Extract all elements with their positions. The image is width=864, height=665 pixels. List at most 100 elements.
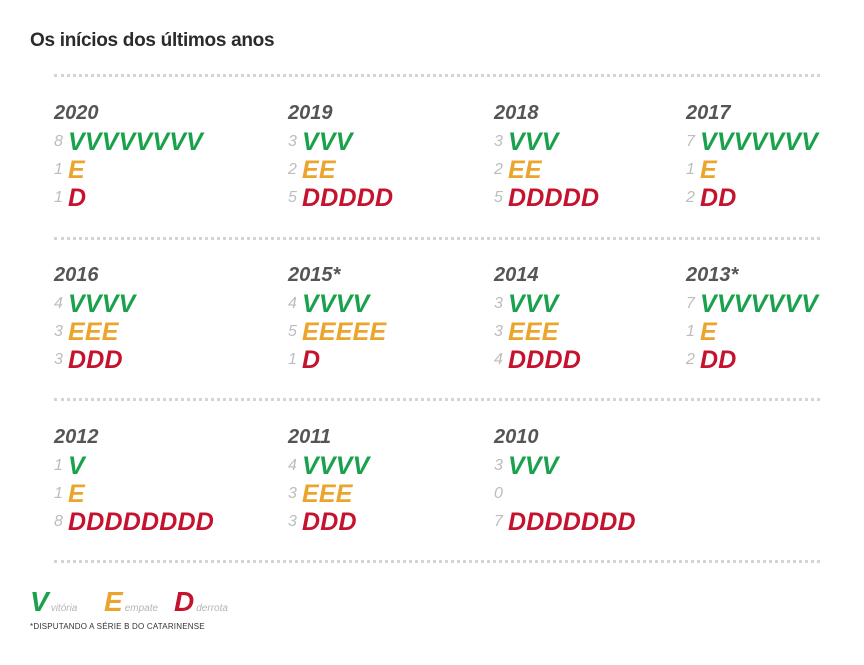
draws-count: 1 [54,161,63,178]
draws-letters: EE [508,156,542,184]
wins-letters: VVV [302,128,353,156]
losses-count: 2 [686,351,695,368]
losses-count: 5 [494,189,503,206]
wins-letters: VVV [508,452,559,480]
legend-loss-letter: D [174,586,195,617]
draws-count: 2 [288,161,297,178]
wins-row: 3 VVV [288,128,488,156]
wins-letters: VVVVVVV [700,290,819,318]
wins-row: 4 VVVV [54,290,254,318]
divider [54,398,820,401]
season-year: 2016 [54,264,99,286]
draws-letters: E [700,318,717,346]
wins-letters: VVVV [302,452,370,480]
losses-row: 3 DDD [288,508,488,536]
season-year: 2017 [686,102,731,124]
draws-letters: E [700,156,717,184]
draws-count: 1 [54,485,63,502]
wins-count: 4 [54,295,63,312]
season-card: 2018 3 VVV 2 EE 5 DDDDD [494,100,694,212]
losses-letters: DD [700,346,737,374]
wins-letters: VVVVVVV [700,128,819,156]
season-year: 2012 [54,426,99,448]
wins-count: 3 [494,295,503,312]
season-card: 2011 4 VVVV 3 EEE 3 DDD [288,424,488,536]
wins-row: 4 VVVV [288,290,488,318]
draws-letters: E [68,480,85,508]
draws-letters: EEE [508,318,559,346]
season-year: 2013* [686,264,739,286]
wins-count: 3 [288,133,297,150]
wins-row: 3 VVV [494,452,694,480]
draws-count: 3 [288,485,297,502]
draws-letters: EE [302,156,336,184]
draws-count: 5 [288,323,297,340]
wins-count: 4 [288,295,297,312]
draws-count: 1 [686,323,695,340]
divider [54,237,820,240]
draws-letters: EEE [68,318,119,346]
page-title: Os inícios dos últimos anos [30,30,275,51]
wins-letters: VVVV [68,290,136,318]
losses-count: 7 [494,513,503,530]
losses-letters: DDDDD [302,184,394,212]
losses-row: 2 DD [686,184,864,212]
losses-letters: DDDDD [508,184,600,212]
draws-count: 3 [54,323,63,340]
legend-win-label: vitória [50,603,78,614]
draws-row: 0 [494,480,694,508]
wins-row: 4 VVVV [288,452,488,480]
season-year: 2015* [288,264,341,286]
draws-count: 1 [686,161,695,178]
wins-letters: VVV [508,290,559,318]
legend-win-letter: V [30,586,49,617]
wins-count: 3 [494,133,503,150]
wins-letters: VVV [508,128,559,156]
draws-row: 2 EE [288,156,488,184]
wins-row: 7 VVVVVVV [686,128,864,156]
season-card: 2014 3 VVV 3 EEE 4 DDDD [494,262,694,374]
losses-letters: DD [700,184,737,212]
draws-letters: EEE [302,480,353,508]
wins-row: 8 VVVVVVVV [54,128,254,156]
losses-row: 5 DDDDD [288,184,488,212]
legend-loss-label: derrota [196,603,228,614]
legend-draw-label: empate [124,603,159,614]
wins-count: 7 [686,133,695,150]
draws-letters: EEEEE [302,318,387,346]
wins-count: 8 [54,133,63,150]
wins-count: 1 [54,457,63,474]
losses-letters: DDD [68,346,123,374]
wins-row: 7 VVVVVVV [686,290,864,318]
season-year: 2010 [494,426,539,448]
losses-count: 3 [288,513,297,530]
season-year: 2014 [494,264,539,286]
wins-count: 3 [494,457,503,474]
season-card: 2010 3 VVV 0 7 DDDDDDD [494,424,694,536]
season-card: 2016 4 VVVV 3 EEE 3 DDD [54,262,254,374]
wins-letters: VVVVVVVV [68,128,203,156]
draws-letters: E [68,156,85,184]
wins-letters: VVVV [302,290,370,318]
wins-count: 7 [686,295,695,312]
losses-row: 5 DDDDD [494,184,694,212]
losses-row: 2 DD [686,346,864,374]
season-year: 2020 [54,102,99,124]
draws-count: 3 [494,323,503,340]
losses-count: 8 [54,513,63,530]
season-year: 2011 [288,426,332,448]
divider [54,560,820,563]
draws-row: 5 EEEEE [288,318,488,346]
